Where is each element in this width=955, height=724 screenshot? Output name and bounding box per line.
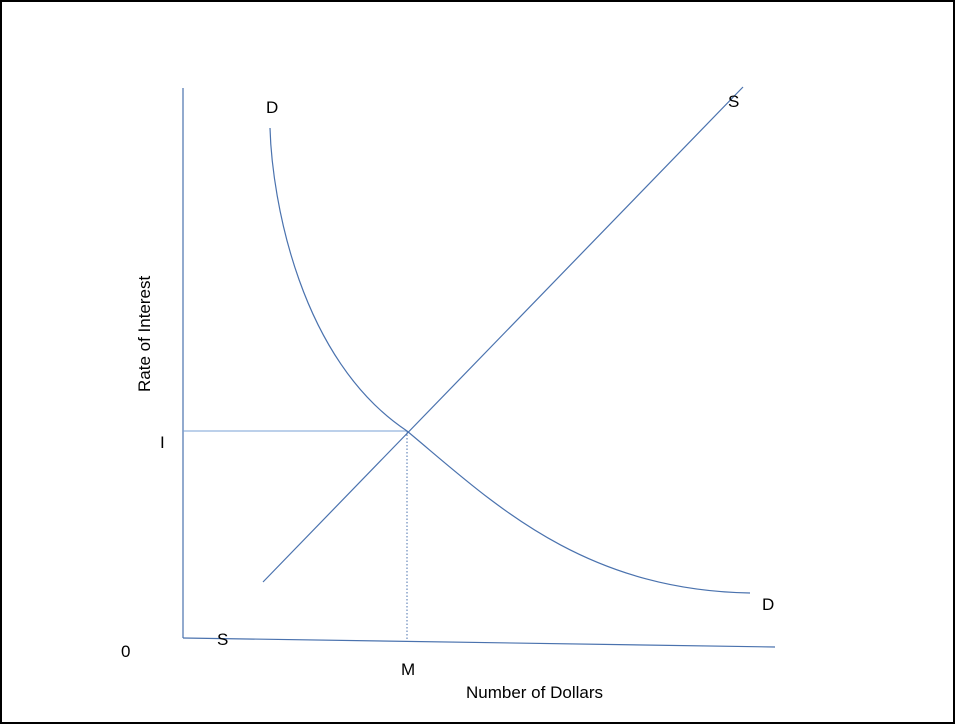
demand-label-bottom: D: [762, 595, 774, 614]
origin-label: 0: [121, 642, 130, 661]
demand-curve: [269, 127, 751, 594]
y-axis-title: Rate of Interest: [135, 275, 154, 392]
quantity-label: M: [401, 660, 415, 679]
supply-label-top: S: [728, 92, 739, 111]
interest-label: I: [160, 433, 165, 452]
demand-label-top: D: [266, 98, 278, 117]
supply-label-bottom: S: [217, 630, 228, 649]
supply-curve: [262, 86, 744, 583]
x-axis: [182, 637, 776, 648]
x-axis-title: Number of Dollars: [466, 683, 603, 702]
